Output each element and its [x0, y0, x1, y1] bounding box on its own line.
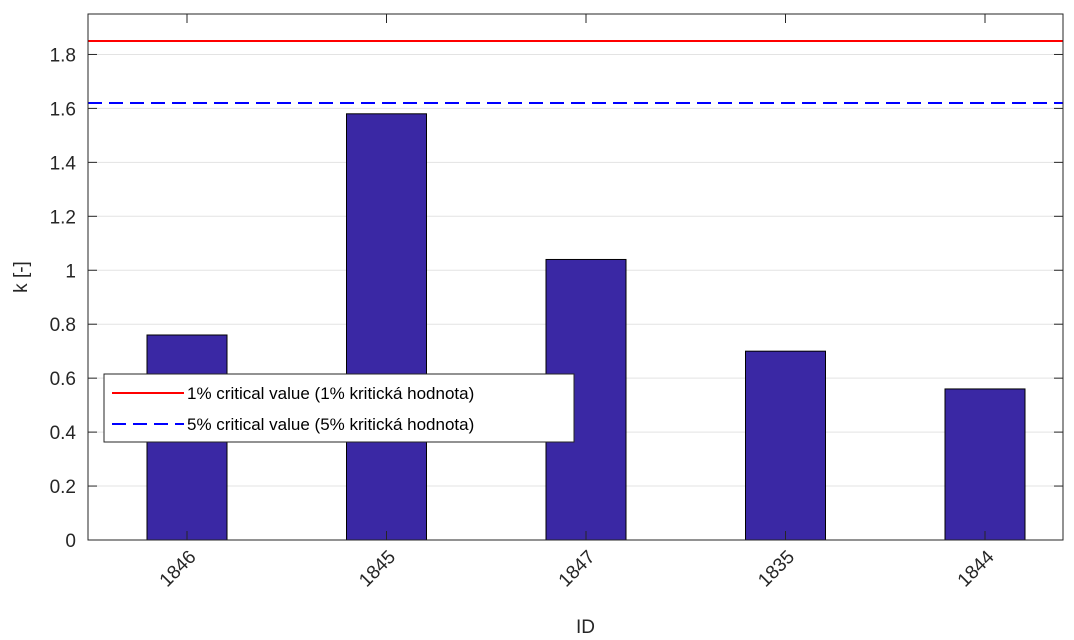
legend: 1% critical value (1% kritická hodnota) … — [103, 373, 575, 443]
bar-1845 — [346, 113, 427, 541]
y-tick-label: 1.8 — [50, 45, 76, 66]
x-tick-label: 1845 — [355, 547, 400, 592]
bar-1844 — [944, 388, 1026, 541]
y-axis-label: k [-] — [11, 261, 32, 293]
x-tick-label: 1846 — [156, 547, 201, 592]
x-tick-label: 1847 — [555, 547, 600, 592]
y-tick-label: 0 — [65, 531, 76, 552]
y-tick-label: 1.6 — [50, 99, 76, 120]
y-tick-label: 1.2 — [50, 207, 76, 228]
bars — [146, 113, 1026, 541]
legend-label-5pct: 5% critical value (5% kritická hodnota) — [187, 415, 474, 434]
x-tick-label: 1835 — [754, 547, 799, 592]
critical-value-lines — [88, 39, 1063, 105]
legend-label-1pct: 1% critical value (1% kritická hodnota) — [187, 384, 474, 403]
y-tick-label: 0.8 — [50, 315, 76, 336]
x-tick-label: 1844 — [954, 546, 999, 591]
legend-box — [103, 373, 575, 443]
y-tick-label: 0.6 — [50, 369, 76, 390]
y-tick-label: 0.2 — [50, 477, 76, 498]
y-tick-label: 1.4 — [50, 153, 77, 174]
y-tick-label: 0.4 — [50, 423, 77, 444]
bar-1835 — [745, 350, 826, 541]
x-axis-label: ID — [576, 617, 595, 638]
y-tick-label: 1 — [65, 261, 76, 282]
plot-frame — [87, 13, 1064, 541]
axes — [87, 13, 1064, 541]
